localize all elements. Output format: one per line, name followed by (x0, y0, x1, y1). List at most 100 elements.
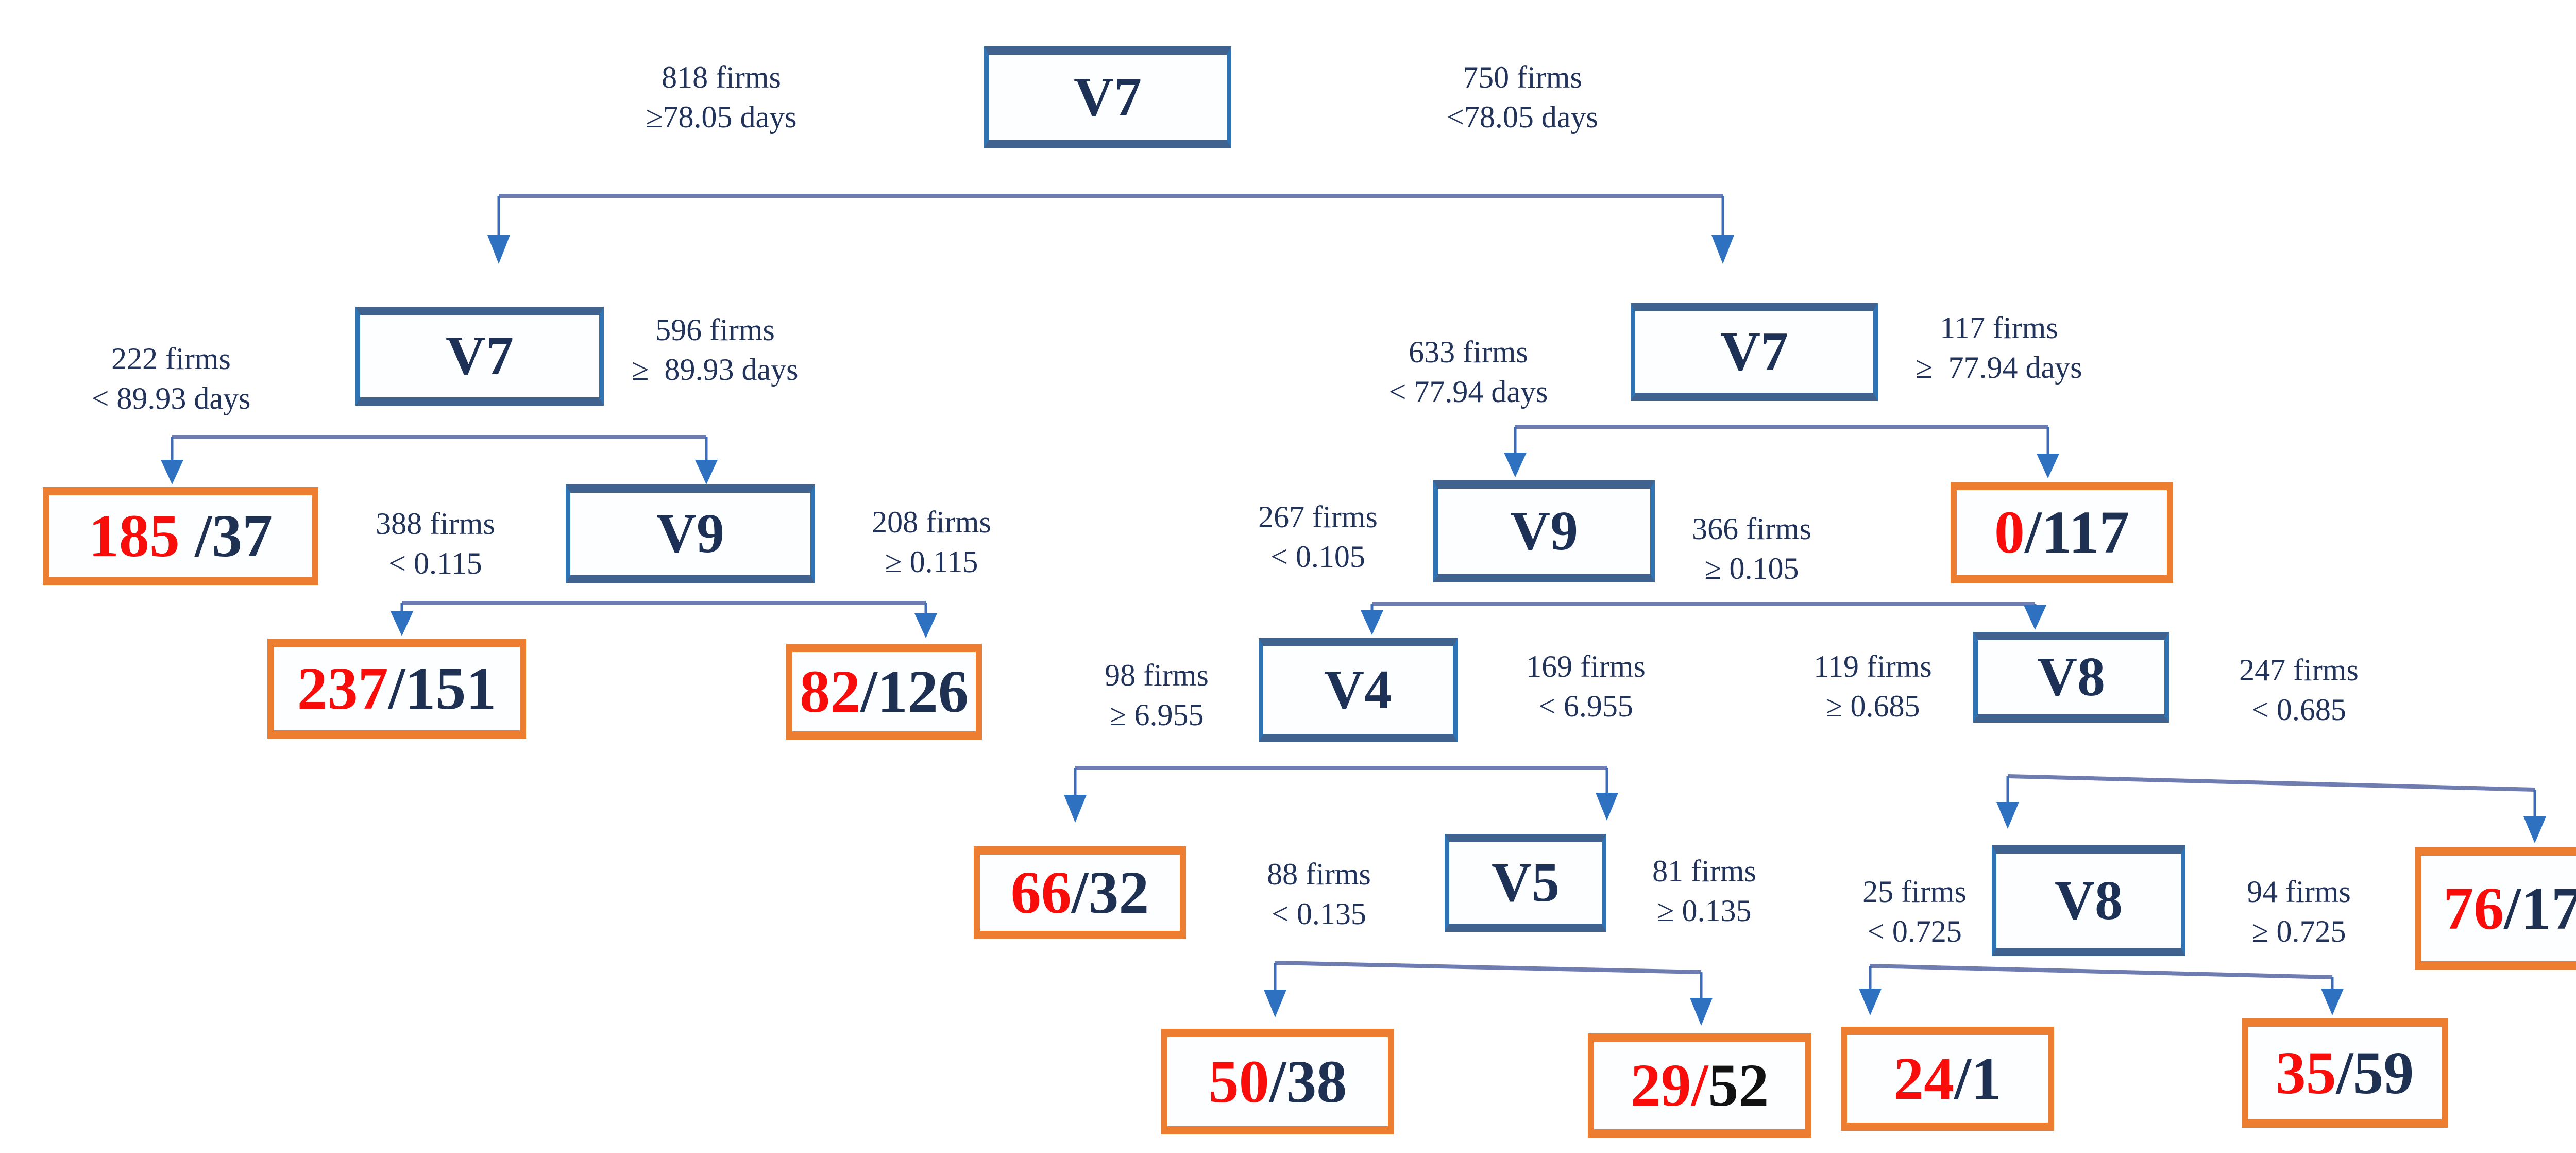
edge-label-line2: < 0.115 (388, 546, 482, 580)
node-left-v7: V7 (355, 307, 604, 406)
edge-label-line2: ≥ 0.135 (1657, 894, 1752, 928)
edge-label-line2: < 0.135 (1272, 897, 1366, 931)
edge-label-line2: ≥ 0.105 (1704, 552, 1799, 586)
edge-label-line2: < 6.955 (1538, 689, 1633, 723)
edge-label-left-v9-left: 388 firms < 0.115 (270, 504, 600, 583)
edge-label-line1: 633 firms (1409, 335, 1528, 369)
edge-label-line2: ≥ 0.725 (2251, 914, 2346, 948)
edge-label-left-v9-right: 208 firms ≥ 0.115 (767, 503, 1096, 582)
leaf-50-38: 50/38 (1161, 1029, 1394, 1134)
connector-root-split (487, 194, 1734, 264)
edge-label-line2: < 89.93 days (91, 381, 251, 415)
leaf-value-red: 24 (1893, 1045, 1955, 1112)
leaf-value-red: 50 (1208, 1047, 1269, 1115)
connector-v5-split (1264, 961, 1713, 1026)
node-label: V7 (1720, 321, 1788, 382)
edge-label-root-right: 750 firms <78.05 days (1358, 58, 1687, 137)
edge-label-line1: 169 firms (1526, 649, 1646, 683)
edge-label-line1: 25 firms (1862, 875, 1967, 909)
connector-right-v9-split (1361, 602, 2046, 635)
edge-label-line1: 98 firms (1105, 658, 1209, 692)
leaf-value-rest: /37 (195, 502, 273, 570)
edge-label-line2: ≥ 6.955 (1109, 698, 1204, 732)
edge-label-line2: < 0.105 (1270, 540, 1365, 574)
edge-label-line2: ≥ 0.115 (885, 545, 978, 579)
node-root-v7: V7 (984, 46, 1231, 148)
leaf-24-1: 24/1 (1841, 1027, 2054, 1131)
leaf-185-37: 185 /37 (43, 487, 318, 585)
node-v8-lower: V8 (1992, 845, 2185, 956)
node-label: V5 (1492, 852, 1560, 913)
edge-label-line2: < 77.94 days (1388, 375, 1548, 409)
edge-label-line1: 117 firms (1940, 311, 2058, 345)
edge-label-line1: 88 firms (1267, 857, 1371, 891)
edge-label-v8-lower-left: 25 firms < 0.725 (1750, 872, 2079, 951)
leaf-value-rest: /59 (2336, 1039, 2414, 1107)
edge-label-v4-right: 169 firms < 6.955 (1421, 647, 1751, 726)
leaf-value-red: 237 (297, 655, 388, 722)
connector-v8-upper-split (1996, 774, 2546, 843)
edge-label-line1: 366 firms (1692, 512, 1811, 546)
node-label: V9 (1510, 500, 1578, 562)
leaf-value-red: 0 (1994, 498, 2025, 566)
connector-left-v9-split (391, 601, 937, 638)
edge-label-line2: < 0.685 (2251, 693, 2346, 727)
connector-right-v7-split (1504, 425, 2059, 478)
leaf-value-red: 82 (800, 658, 861, 725)
leaf-value-rest: /171 (2504, 874, 2576, 942)
edge-label-line2: < 0.725 (1867, 914, 1962, 948)
edge-label-line1: 818 firms (662, 60, 781, 94)
node-label: V8 (2055, 870, 2123, 931)
edge-label-line2: ≥ 89.93 days (632, 353, 799, 387)
leaf-237-151: 237/151 (267, 639, 526, 739)
leaf-value-red: 29/ (1630, 1051, 1708, 1119)
edge-label-v4-left: 98 firms ≥ 6.955 (992, 656, 1321, 735)
edge-label-line1: 247 firms (2239, 653, 2359, 687)
edge-label-line1: 94 firms (2247, 875, 2351, 909)
leaf-value-rest: /32 (1071, 859, 1149, 926)
edge-label-v8-upper-right: 247 firms < 0.685 (2134, 650, 2464, 730)
connector-v4-split (1064, 766, 1618, 823)
node-label: V7 (446, 325, 514, 387)
edge-label-line2: <78.05 days (1447, 100, 1598, 134)
edge-label-v5-right: 81 firms ≥ 0.135 (1539, 851, 1869, 931)
node-left-v9: V9 (566, 484, 815, 583)
leaf-value-red: 35 (2275, 1039, 2336, 1107)
node-v4: V4 (1259, 638, 1458, 742)
leaf-value-red: 66 (1010, 859, 1072, 926)
connector-v8-lower-split (1859, 964, 2344, 1015)
node-v5: V5 (1445, 834, 1606, 932)
leaf-35-59: 35/59 (2242, 1018, 2448, 1128)
edge-label-line1: 208 firms (872, 505, 991, 539)
edge-label-right-v9-left: 267 firms < 0.105 (1153, 497, 1483, 577)
edge-label-line2: ≥ 0.685 (1825, 689, 1920, 723)
leaf-0-117: 0/117 (1951, 482, 2173, 583)
edge-label-right-v9-right: 366 firms ≥ 0.105 (1587, 509, 1917, 589)
edge-label-v8-lower-right: 94 firms ≥ 0.725 (2134, 872, 2464, 951)
edge-label-v5-left: 88 firms < 0.135 (1154, 855, 1484, 934)
edge-label-left-v7-right: 596 firms ≥ 89.93 days (550, 310, 880, 390)
edge-label-line1: 750 firms (1463, 60, 1582, 94)
edge-label-line1: 596 firms (655, 313, 775, 347)
leaf-76-171: 76/171 (2415, 847, 2576, 970)
edge-label-left-v7-left: 222 firms < 89.93 days (6, 339, 336, 419)
edge-label-line1: 267 firms (1258, 500, 1378, 534)
leaf-value-rest: /117 (2024, 498, 2130, 566)
leaf-value-rest: /1 (1954, 1045, 2002, 1112)
edge-label-line1: 81 firms (1652, 854, 1756, 888)
edge-label-v8-upper-left: 119 firms ≥ 0.685 (1708, 647, 2038, 726)
node-label: V7 (1074, 66, 1142, 128)
leaf-value-rest: /126 (860, 658, 969, 725)
leaf-66-32: 66/32 (974, 846, 1186, 939)
node-right-v7: V7 (1631, 303, 1878, 401)
leaf-29-52: 29/52 (1588, 1033, 1811, 1138)
edge-label-line1: 119 firms (1814, 649, 1932, 683)
node-right-v9: V9 (1433, 480, 1655, 582)
node-v8-upper: V8 (1973, 632, 2169, 723)
edge-label-right-v7-right: 117 firms ≥ 77.94 days (1834, 308, 2164, 388)
node-label: V9 (656, 503, 724, 564)
leaf-82-126: 82/126 (786, 644, 982, 740)
leaf-value-red: 185 (88, 502, 195, 570)
edge-label-line2: ≥ 77.94 days (1916, 350, 2082, 385)
